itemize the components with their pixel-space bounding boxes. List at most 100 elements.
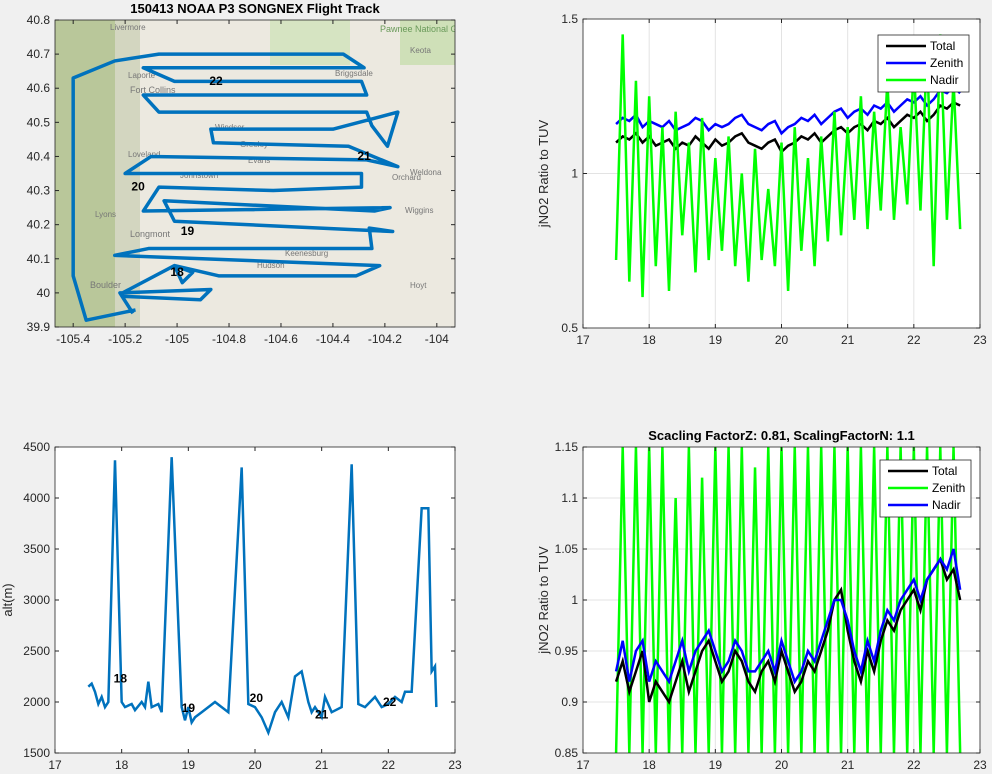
- x-tick-label: 20: [775, 758, 789, 772]
- series-line-nadir: [614, 34, 962, 298]
- y-tick-label: 40.4: [27, 149, 51, 163]
- y-tick-label: 1500: [23, 746, 50, 760]
- hour-annotation: 19: [181, 224, 195, 238]
- grassland-area: [270, 20, 350, 65]
- hour-annotation: 18: [114, 672, 128, 686]
- legend: Total Zenith Nadir: [879, 459, 972, 518]
- series-line-zenith: [614, 447, 962, 753]
- hour-annotation: 20: [131, 180, 145, 194]
- x-tick-label: 21: [841, 758, 855, 772]
- y-axis-label: alt(m): [0, 583, 15, 616]
- map-place-label: Orchard: [392, 173, 421, 182]
- axes-map: Livermore Pawnee National Grassland Keota L…: [27, 1, 492, 346]
- plot-content: 18 19 20 21 22: [87, 457, 438, 737]
- map-place-label: Evans: [248, 156, 270, 165]
- x-tick-label: 18: [642, 758, 656, 772]
- altitude-line: [87, 457, 438, 737]
- x-tick-label: 22: [382, 758, 396, 772]
- x-tick-label: 22: [907, 758, 921, 772]
- y-tick-label: 4500: [23, 440, 50, 454]
- x-tick-label: 17: [48, 758, 62, 772]
- hour-annotation: 21: [357, 149, 371, 163]
- x-tick-label: 18: [642, 333, 656, 347]
- map-place-label: Livermore: [110, 23, 146, 32]
- x-tick-label: 23: [448, 758, 462, 772]
- x-tick-label: 17: [576, 758, 590, 772]
- x-tick-label: 19: [709, 758, 723, 772]
- map-place-label: Hudson: [257, 261, 285, 270]
- grassland-area: [400, 20, 455, 65]
- flight-track-line: [71, 52, 400, 322]
- y-tick-label: 3500: [23, 542, 50, 556]
- map-place-label: Loveland: [128, 150, 160, 159]
- y-axis-label: jNO2 Ratio to TUV: [536, 546, 551, 655]
- y-tick-label: 0.9: [561, 695, 578, 709]
- y-tick-label: 0.95: [555, 644, 579, 658]
- x-tick-label: 23: [973, 333, 987, 347]
- y-tick-label: 1.1: [561, 491, 578, 505]
- y-tick-label: 40.8: [27, 13, 51, 27]
- x-tick-label: 21: [841, 333, 855, 347]
- axes-alt: 18 19 20 21 22 17 18 19 20 21 22 23 1500 2000 2500 3000…: [0, 440, 462, 772]
- map-place-label: Briggsdale: [335, 69, 373, 78]
- y-tick-label: 0.85: [555, 746, 579, 760]
- y-tick-label: 40.1: [27, 252, 51, 266]
- y-tick-label: 1: [571, 593, 578, 607]
- y-tick-label: 1.05: [555, 542, 579, 556]
- map-place-label: Pawnee National Grassland: [380, 24, 492, 34]
- series-line-total: [614, 556, 962, 705]
- legend-label-total: Total: [932, 464, 957, 478]
- x-tick-label: 20: [248, 758, 262, 772]
- mountains-terrain: [55, 20, 115, 327]
- y-tick-label: 1.5: [561, 12, 578, 26]
- x-tick-label: -104.2: [368, 332, 402, 346]
- map-place-label: Keenesburg: [285, 249, 328, 258]
- legend-label-total: Total: [930, 39, 955, 53]
- x-tick-label: 19: [709, 333, 723, 347]
- chart-title: 150413 NOAA P3 SONGNEX Flight Track: [130, 1, 380, 16]
- y-tick-label: 2500: [23, 644, 50, 658]
- y-tick-label: 4000: [23, 491, 50, 505]
- hour-annotation: 21: [315, 707, 329, 721]
- map-place-label: Fort Collins: [130, 85, 176, 95]
- axes-box: [54, 19, 456, 328]
- legend-label-nadir: Nadir: [932, 498, 961, 512]
- series-line-zenith: [615, 85, 962, 136]
- chart-title: Scacling FactorZ: 0.81, ScalingFactorN: …: [648, 428, 915, 443]
- legend-label-nadir: Nadir: [930, 73, 959, 87]
- y-tick-label: 0.5: [561, 321, 578, 335]
- map-place-label: Boulder: [90, 280, 121, 290]
- x-tick-label: 23: [973, 758, 987, 772]
- hour-annotation: 22: [209, 74, 223, 88]
- plot-content: [583, 19, 980, 328]
- hour-annotation: 20: [250, 691, 264, 705]
- map-place-label: Wiggins: [405, 206, 433, 215]
- hour-annotation: 19: [182, 701, 196, 715]
- y-axis-label: jNO2 Ratio to TUV: [536, 119, 551, 228]
- legend-label-zenith: Zenith: [930, 56, 963, 70]
- y-tick-label: 3000: [23, 593, 50, 607]
- x-tick-label: 22: [907, 333, 921, 347]
- map-place-label: Keota: [410, 46, 431, 55]
- y-tick-label: 40.5: [27, 115, 51, 129]
- map-place-label: Weldona: [410, 168, 442, 177]
- hour-annotation: 22: [383, 695, 397, 709]
- x-tick-label: 21: [315, 758, 329, 772]
- y-tick-label: 40.3: [27, 184, 51, 198]
- y-tick-label: 1.15: [555, 440, 579, 454]
- map-place-label: Lyons: [95, 210, 116, 219]
- hour-annotation: 18: [170, 265, 184, 279]
- plot-content: [583, 447, 980, 753]
- x-tick-label: 17: [576, 333, 590, 347]
- map-place-label: Longmont: [130, 229, 171, 239]
- x-tick-label: -104: [425, 332, 449, 346]
- x-tick-label: -105.2: [108, 332, 142, 346]
- y-tick-label: 40: [37, 286, 51, 300]
- axes-ratio: 17 18 19 20 21 22 23 0.5 1 1.5 jNO2 Ratio to TUV To…: [536, 12, 987, 347]
- axes-scaled: 17 18 19 20 21 22 23 0.85 0.9 0.95 1 1.05 1.1 1.15 Sca…: [536, 428, 987, 772]
- x-tick-label: 19: [182, 758, 196, 772]
- y-tick-label: 2000: [23, 695, 50, 709]
- x-tick-label: -104.8: [212, 332, 246, 346]
- y-tick-label: 1: [571, 167, 578, 181]
